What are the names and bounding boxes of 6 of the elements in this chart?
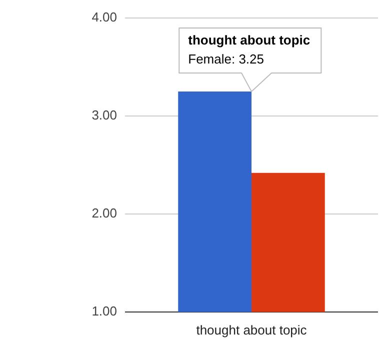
y-tick-label: 3.00 — [92, 108, 117, 123]
annotation: Female: 3.25 — [188, 52, 264, 67]
text: thought about topic — [196, 322, 308, 338]
y-tick-label: 1.00 — [92, 304, 117, 319]
y-tick-label: 2.00 — [92, 206, 117, 221]
y-tick-label: 4.00 — [92, 10, 117, 25]
